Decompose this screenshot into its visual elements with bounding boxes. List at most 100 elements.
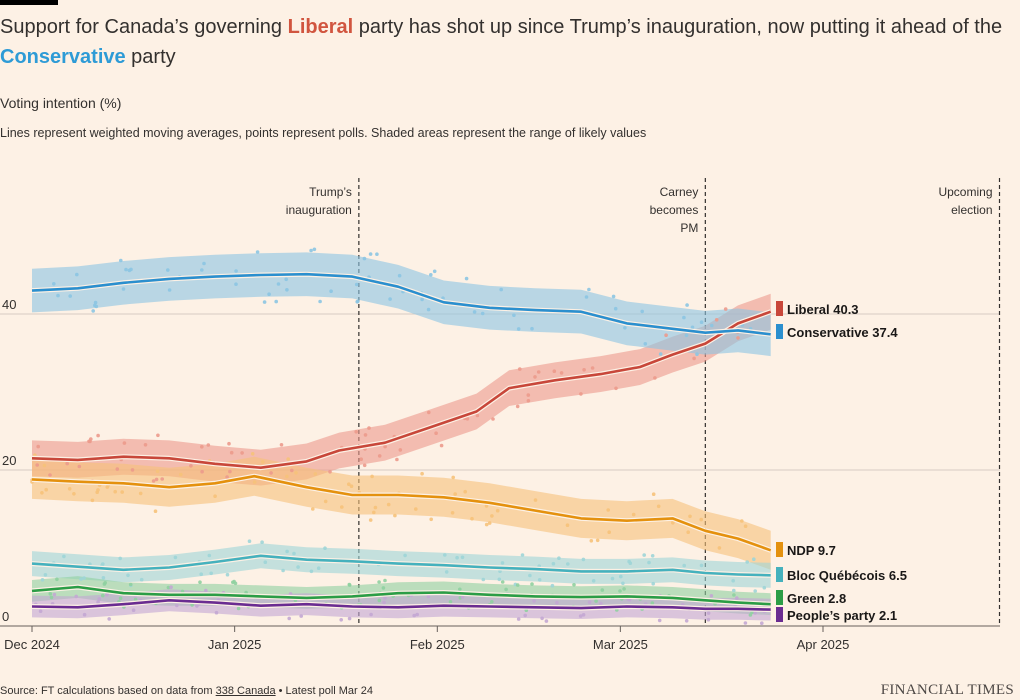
conservative-poll-point: [682, 315, 686, 320]
annotation-label: PM: [680, 221, 698, 235]
ndp-poll-point: [252, 480, 257, 484]
ndp-poll-point: [372, 510, 376, 515]
liberal-poll-point: [189, 464, 193, 468]
conservative-poll-point: [356, 299, 360, 304]
people-s-party-poll-point: [426, 594, 431, 599]
bloc-qu-b-cois-poll-point: [566, 562, 570, 566]
green-poll-point: [732, 593, 736, 597]
ndp-poll-point: [429, 517, 434, 522]
green-poll-point: [166, 585, 171, 590]
ndp-poll-point: [420, 471, 424, 476]
conservative-label-marker: [776, 324, 783, 339]
liberal-poll-point: [383, 444, 387, 449]
liberal-poll-point: [362, 463, 367, 468]
bloc-qu-b-cois-poll-point: [557, 556, 561, 560]
liberal-poll-point: [156, 433, 160, 438]
people-s-party-poll-point: [347, 616, 352, 621]
voting-intention-chart: 0 20 40 Dec 2024 Jan 2025 Feb 2025 Mar 2025 Apr…: [0, 178, 1001, 652]
green-poll-point: [748, 613, 753, 617]
green-poll-point: [118, 596, 123, 600]
ndp-poll-point: [90, 498, 95, 503]
liberal-poll-point: [206, 443, 211, 447]
people-s-party-poll-point: [52, 592, 57, 597]
bloc-qu-b-cois-poll-point: [40, 578, 45, 582]
conservative-poll-point: [127, 268, 132, 273]
green-poll-point: [198, 580, 202, 584]
green-poll-point: [101, 593, 105, 598]
conservative-poll-point: [499, 287, 504, 292]
source-link[interactable]: 338 Canada: [215, 685, 276, 697]
people-s-party-poll-point: [412, 613, 417, 618]
bloc-qu-b-cois-poll-point: [651, 581, 655, 586]
ndp-poll-point: [155, 469, 160, 474]
ndp-poll-point: [484, 522, 489, 527]
people-s-party-poll-point: [415, 612, 420, 617]
liberal-poll-point: [65, 461, 69, 466]
bloc-qu-b-cois-poll-point: [752, 557, 756, 561]
liberal-poll-point: [115, 467, 120, 471]
ndp-poll-point: [463, 489, 468, 494]
conservative-poll-point: [690, 325, 695, 330]
people-s-party-poll-point: [96, 600, 100, 604]
liberal-poll-point: [328, 470, 332, 474]
conservative-poll-point: [658, 352, 663, 356]
green-poll-point: [448, 600, 453, 604]
people-s-party-poll-point: [532, 599, 536, 603]
liberal-poll-point: [427, 410, 431, 415]
x-tick-label: Jan 2025: [208, 637, 262, 652]
conservative-poll-point: [480, 311, 485, 316]
bloc-qu-b-cois-poll-point: [173, 555, 178, 560]
bloc-qu-b-cois-end-label: Bloc Québécois 6.5: [787, 568, 907, 583]
x-tick-label: Apr 2025: [797, 637, 850, 652]
source-suffix: • Latest poll Mar 24: [275, 685, 373, 697]
bloc-qu-b-cois-poll-point: [581, 557, 586, 562]
ndp-poll-point: [96, 488, 100, 492]
bloc-qu-b-cois-poll-point: [316, 566, 321, 570]
conservative-poll-point: [262, 300, 267, 304]
ndp-poll-point: [138, 491, 143, 496]
liberal-poll-point: [736, 336, 740, 340]
liberal-poll-point: [359, 457, 364, 462]
liberal-label-marker: [776, 301, 783, 316]
green-poll-point: [594, 599, 598, 603]
conservative-poll-point: [432, 269, 437, 274]
conservative-poll-point: [285, 288, 289, 292]
brand-bar: [0, 0, 58, 5]
liberal-poll-point: [228, 469, 232, 474]
conservative-poll-point: [200, 268, 204, 272]
conservative-poll-point: [613, 306, 618, 311]
green-poll-point: [377, 580, 381, 584]
people-s-party-poll-point: [204, 588, 208, 593]
people-s-party-poll-point: [753, 611, 757, 615]
conservative-poll-point: [426, 307, 431, 312]
people-s-party-poll-point: [523, 613, 527, 618]
ndp-poll-point: [651, 492, 656, 497]
conservative-poll-point: [121, 287, 126, 291]
ndp-trend-line: [31, 474, 772, 552]
liberal-poll-point: [279, 443, 284, 447]
ndp-poll-point: [213, 494, 217, 499]
ndp-poll-point: [153, 509, 158, 513]
conservative-poll-point: [464, 276, 469, 281]
bloc-qu-b-cois-poll-point: [745, 560, 749, 564]
liberal-poll-point: [229, 450, 234, 455]
green-poll-point: [530, 582, 534, 586]
bloc-qu-b-cois-label-marker: [776, 567, 783, 582]
people-s-party-poll-point: [578, 614, 583, 618]
liberal-poll-point: [154, 477, 159, 482]
bloc-qu-b-cois-poll-point: [444, 570, 449, 574]
conservative-poll-point: [94, 304, 99, 309]
green-poll-point: [377, 598, 382, 603]
people-s-party-poll-point: [657, 618, 662, 623]
conservative-poll-point: [52, 282, 56, 286]
bloc-qu-b-cois-poll-point: [610, 576, 615, 581]
conservative-poll-point: [699, 320, 704, 324]
bloc-qu-b-cois-poll-point: [647, 560, 651, 565]
people-s-party-poll-point: [706, 611, 711, 615]
green-poll-point: [55, 577, 59, 582]
conservative-poll-point: [530, 326, 534, 331]
liberal-poll-point: [48, 473, 52, 477]
liberal-poll-point: [692, 356, 696, 361]
conservative-poll-point: [309, 248, 313, 253]
ndp-poll-point: [370, 474, 374, 479]
